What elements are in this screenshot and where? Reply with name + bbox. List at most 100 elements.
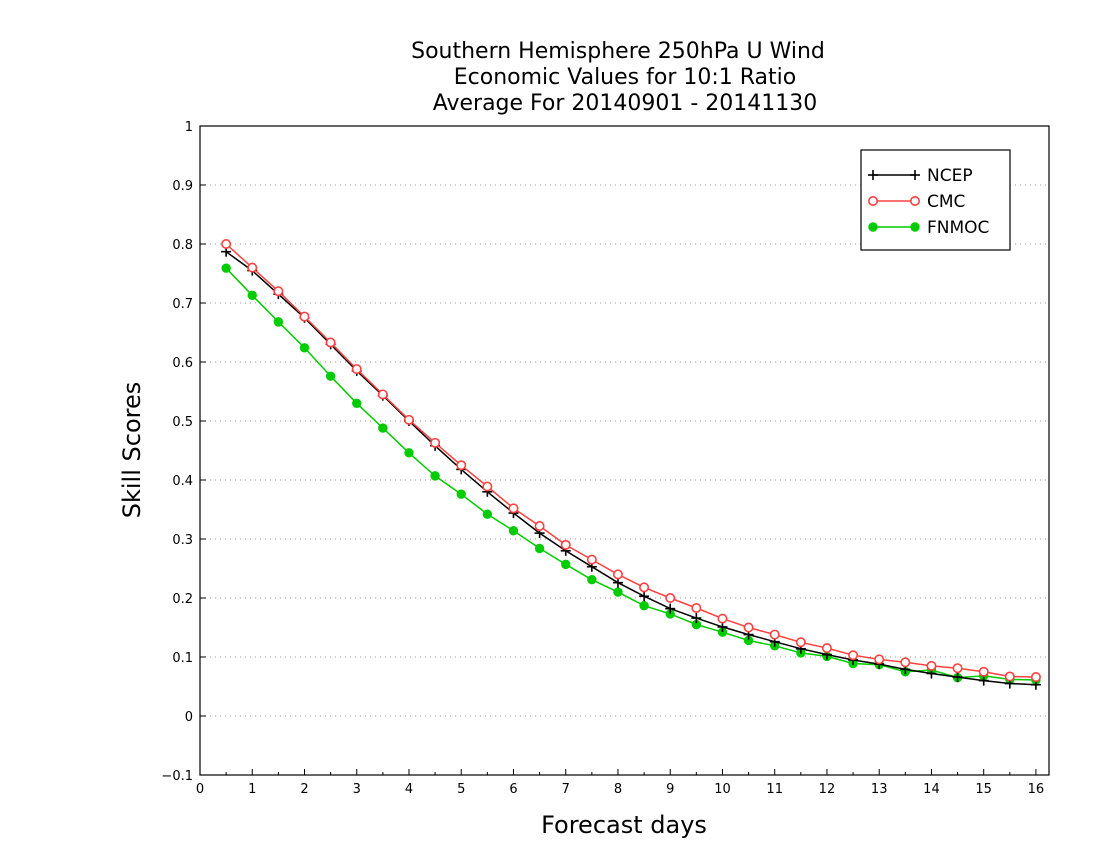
data-point-cmc (508, 503, 519, 514)
legend-box (860, 149, 1011, 251)
data-point-cmc (534, 521, 545, 532)
data-point-fnmoc (482, 509, 493, 519)
data-point-fnmoc (273, 317, 284, 327)
series-line-cmc (225, 243, 1036, 678)
data-point-cmc (560, 539, 571, 550)
x-tick-label: 0 (196, 782, 204, 797)
data-point-ncep (639, 591, 650, 602)
data-point-cmc (403, 414, 414, 425)
data-point-ncep (665, 603, 676, 614)
y-tick-label: 0.5 (172, 415, 193, 430)
legend-item-ncep: NCEP (868, 166, 973, 186)
data-point-fnmoc (404, 448, 414, 458)
data-point-cmc (665, 592, 676, 603)
y-tick-label: 0.7 (172, 297, 193, 312)
series-line-fnmoc (225, 267, 1036, 681)
data-point-cmc (769, 629, 780, 640)
data-point-cmc (1004, 671, 1015, 682)
x-axis-label: Forecast days (541, 811, 707, 839)
legend-marker-fnmoc (910, 222, 920, 232)
data-point-fnmoc (534, 543, 545, 554)
data-point-cmc (691, 603, 702, 614)
x-tick-label: 12 (819, 782, 836, 797)
x-tick-label: 11 (766, 782, 783, 797)
chart-title-line-1: Southern Hemisphere 250hPa U Wind (411, 39, 825, 64)
data-point-fnmoc (456, 489, 466, 499)
data-point-cmc (717, 613, 728, 624)
data-point-fnmoc (325, 371, 336, 381)
x-tick-label: 1 (248, 782, 256, 797)
axis-ticks: −0.100.10.20.30.40.50.60.70.80.910 1 2 3 4 5 6… (161, 120, 1044, 797)
data-point-fnmoc (430, 471, 440, 481)
x-tick-label: 14 (923, 782, 940, 797)
data-point-cmc (848, 650, 859, 661)
data-point-cmc (795, 637, 806, 648)
legend-item-cmc: CMC (867, 192, 965, 212)
x-tick-label: 4 (405, 782, 413, 797)
y-tick-label: 0.6 (172, 356, 193, 371)
data-point-cmc (351, 364, 362, 375)
y-tick-label: 0.4 (172, 474, 193, 489)
legend-marker-cmc (909, 196, 920, 207)
data-point-cmc (273, 286, 284, 297)
data-point-fnmoc (561, 559, 571, 570)
data-point-cmc (978, 666, 989, 677)
legend: NCEP CMC FNMOC (860, 149, 1011, 251)
x-tick-label: 6 (509, 782, 517, 797)
series-cmc (221, 239, 1041, 683)
data-point-cmc (821, 643, 832, 654)
data-point-fnmoc (639, 600, 649, 611)
data-point-fnmoc (299, 343, 310, 353)
data-point-fnmoc (587, 575, 597, 585)
x-tick-label: 15 (975, 782, 992, 797)
data-point-cmc (247, 262, 258, 273)
data-point-cmc (430, 437, 441, 448)
data-point-fnmoc (247, 290, 257, 301)
series-layer (221, 239, 1041, 690)
data-point-ncep (952, 672, 963, 683)
legend-label-fnmoc: FNMOC (927, 218, 989, 238)
data-point-cmc (1030, 672, 1041, 683)
data-point-cmc (299, 311, 310, 322)
y-tick-label: 0.8 (172, 238, 193, 253)
data-point-ncep (691, 613, 702, 624)
data-point-cmc (325, 337, 336, 348)
data-point-cmc (221, 239, 232, 250)
legend-label-cmc: CMC (927, 192, 965, 212)
data-point-cmc (743, 622, 754, 633)
data-point-cmc (926, 660, 937, 671)
y-tick-label: 0 (185, 710, 193, 725)
x-tick-label: 8 (614, 782, 622, 797)
y-tick-label: 0.2 (172, 592, 193, 607)
data-point-fnmoc (508, 526, 519, 536)
data-point-cmc (456, 460, 467, 471)
series-fnmoc (221, 263, 1041, 685)
chart-title-line-3: Average For 20140901 - 20141130 (433, 91, 818, 116)
data-point-cmc (612, 569, 623, 580)
legend-marker-ncep (910, 170, 920, 180)
x-tick-label: 7 (562, 782, 570, 797)
x-tick-label: 2 (300, 782, 308, 797)
data-point-cmc (952, 663, 963, 674)
x-tick-label: 16 (1028, 782, 1045, 797)
grid-lines (200, 184, 1049, 717)
legend-marker-cmc (867, 196, 878, 207)
data-point-cmc (586, 554, 597, 565)
legend-label-ncep: NCEP (927, 166, 973, 186)
data-point-cmc (377, 389, 388, 400)
data-point-cmc (900, 657, 911, 668)
data-point-fnmoc (378, 423, 388, 433)
data-point-fnmoc (613, 587, 623, 597)
x-tick-label: 9 (666, 782, 674, 797)
data-point-ncep (978, 675, 989, 686)
series-line-ncep (225, 251, 1036, 686)
x-tick-label: 5 (457, 782, 465, 797)
legend-item-fnmoc: FNMOC (868, 218, 989, 238)
legend-marker-fnmoc (868, 222, 878, 232)
data-point-fnmoc (352, 398, 362, 408)
x-tick-label: 10 (714, 782, 731, 797)
y-axis-label: Skill Scores (118, 382, 146, 519)
chart-title-line-2: Economic Values for 10:1 Ratio (454, 65, 796, 90)
y-tick-label: 0.3 (172, 533, 193, 548)
